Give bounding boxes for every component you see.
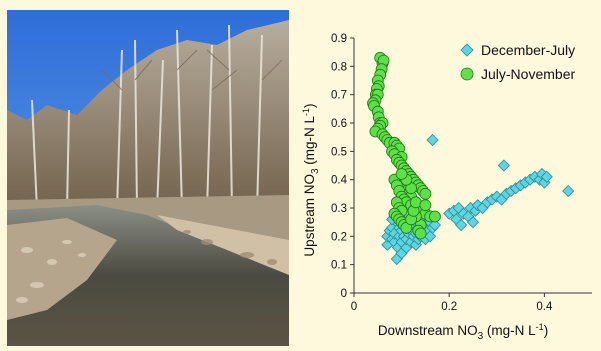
x-tick-label: 0	[351, 301, 357, 313]
data-point-december-july	[424, 230, 437, 243]
legend-marker-july-november	[460, 67, 474, 81]
data-point-december-july	[540, 170, 553, 183]
data-point-december-july	[426, 133, 439, 147]
legend-label-december-july: December-July	[481, 42, 575, 58]
y-tick-label: 0.9	[331, 33, 347, 45]
y-tick-label: 0.8	[331, 61, 347, 73]
y-axis-label: Upstream NO3 (mg-N L-1)	[301, 103, 321, 256]
y-tick-label: 0.2	[331, 231, 347, 243]
data-point-december-july	[428, 218, 441, 232]
legend-marker-december-july	[460, 43, 474, 57]
data-point-july-november	[429, 210, 441, 223]
x-tick-label: 0.4	[536, 301, 553, 313]
x-tick-label: 0.2	[441, 301, 457, 313]
data-point-july-november	[414, 227, 427, 240]
y-tick-label: 0.4	[331, 175, 348, 187]
data-point-july-november	[419, 199, 432, 212]
y-tick-label: 0.7	[331, 90, 347, 102]
stream-photo-illustration	[7, 10, 289, 346]
y-tick-label: 0.5	[331, 146, 347, 158]
y-tick-label: 0.6	[331, 118, 347, 130]
data-point-december-july	[466, 216, 480, 229]
data-point-december-july	[562, 184, 575, 198]
stream-photo	[7, 10, 289, 346]
y-tick-label: 0	[341, 288, 347, 300]
legend-label-july-november: July-November	[481, 66, 575, 82]
data-point-december-july	[455, 218, 468, 232]
data-point-july-november	[395, 168, 408, 180]
y-tick-label: 0.3	[331, 203, 347, 215]
scatter-chart-svg: 0 0.1 0.2 0.3 0.4 0.5 0.6 0.7 0.8 0.9 0 0.2 0.4 Dece…	[301, 33, 592, 342]
data-point-july-november	[419, 187, 432, 200]
data-point-december-july	[497, 159, 511, 172]
scatter-chart: 0 0.1 0.2 0.3 0.4 0.5 0.6 0.7 0.8 0.9 0 0.2 0.4 Dece…	[292, 10, 597, 346]
x-axis-label: Downstream NO3 (mg-N L-1)	[378, 322, 548, 342]
y-tick-label: 0.1	[331, 260, 347, 272]
